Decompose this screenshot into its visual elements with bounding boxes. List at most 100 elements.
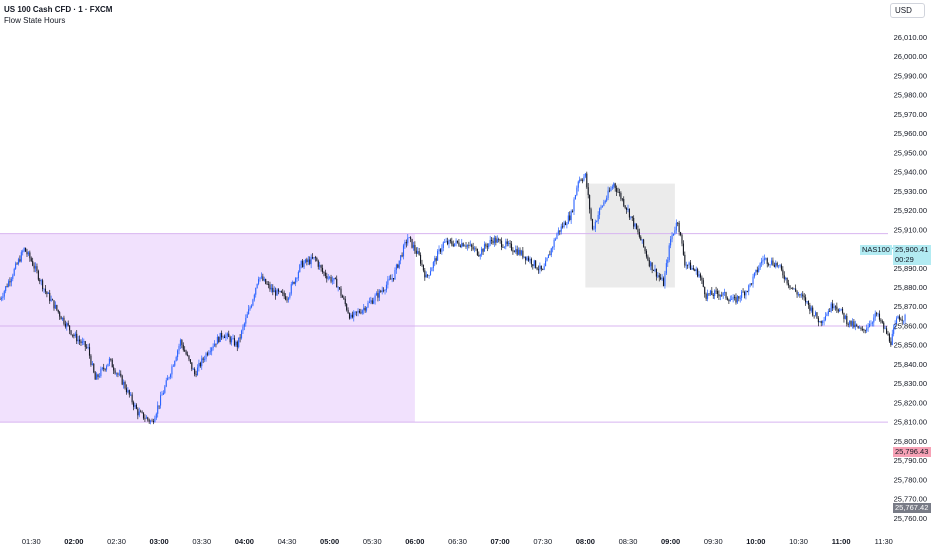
candle-body-76 — [107, 363, 109, 367]
candle-body-576 — [817, 318, 819, 323]
candle-body-363 — [515, 249, 517, 253]
candle-body-245 — [347, 309, 349, 314]
candle-body-509 — [722, 292, 724, 296]
x-tick-label: 10:00 — [746, 537, 765, 546]
candle-body-636 — [903, 320, 905, 322]
candle-body-296 — [420, 254, 422, 264]
candle-body-268 — [380, 290, 382, 292]
candle-body-474 — [672, 233, 675, 236]
candle-body-409 — [580, 179, 582, 181]
indicator-name[interactable]: Flow State Hours — [4, 16, 66, 25]
candle-body-134 — [189, 359, 191, 363]
candle-body-301 — [427, 274, 429, 276]
candle-body-620 — [880, 319, 882, 322]
candle-body-72 — [101, 367, 103, 370]
candle-body-370 — [525, 256, 527, 261]
candle-body-307 — [435, 258, 437, 261]
candle-body-479 — [680, 232, 682, 235]
candle-body-365 — [518, 249, 520, 255]
y-tick-label: 25,790.00 — [894, 456, 927, 465]
candle-body-149 — [211, 347, 213, 352]
candle-body-325 — [461, 243, 463, 247]
candle-body-263 — [373, 300, 375, 304]
candle-body-443 — [628, 208, 630, 218]
x-tick-label: 08:00 — [576, 537, 595, 546]
y-tick-label: 26,010.00 — [894, 33, 927, 42]
candle-body-565 — [802, 294, 804, 297]
candle-body-410 — [581, 180, 584, 182]
candle-body-501 — [711, 290, 713, 295]
candle-body-388 — [550, 248, 552, 256]
candle-body-626 — [888, 334, 890, 342]
symbol-title[interactable]: US 100 Cash CFD · 1 · FXCM — [4, 5, 113, 14]
candle-body-300 — [425, 274, 427, 278]
candle-body-446 — [633, 217, 635, 227]
candle-body-593 — [841, 308, 844, 313]
candle-body-293 — [415, 250, 417, 254]
candle-body-59 — [83, 341, 85, 343]
candle-body-533 — [756, 269, 758, 272]
candle-body-96 — [135, 404, 137, 409]
candle-body-138 — [195, 374, 197, 376]
candle-body-607 — [861, 329, 863, 330]
candle-body-348 — [493, 237, 495, 244]
candle-body-188 — [266, 283, 268, 285]
candle-body-80 — [113, 367, 115, 371]
candle-body-68 — [96, 374, 98, 380]
candle-body-512 — [726, 298, 728, 300]
candle-body-633 — [898, 316, 900, 320]
y-tick-label: 25,940.00 — [894, 168, 927, 177]
candle-body-306 — [434, 258, 436, 263]
candle-body-532 — [755, 269, 757, 273]
candle-body-466 — [661, 278, 663, 280]
candle-body-450 — [638, 231, 640, 237]
candle-body-37 — [52, 299, 54, 301]
candle-body-553 — [785, 277, 787, 280]
candle-body-419 — [594, 221, 596, 229]
candle-body-347 — [492, 240, 494, 244]
candle-body-437 — [620, 192, 622, 199]
candle-body-200 — [283, 292, 285, 297]
candle-body-198 — [280, 291, 282, 293]
candle-body-583 — [827, 311, 829, 315]
candle-body-337 — [478, 255, 480, 257]
candle-body-386 — [547, 254, 549, 258]
candle-body-436 — [618, 192, 621, 193]
candle-body-161 — [228, 333, 230, 338]
candle-body-403 — [572, 211, 574, 212]
candle-body-213 — [302, 260, 304, 268]
candle-body-492 — [698, 274, 700, 277]
candle-body-43 — [60, 316, 62, 320]
x-tick-label: 07:00 — [491, 537, 510, 546]
candle-body-522 — [741, 291, 743, 298]
candle-body-621 — [881, 321, 883, 323]
x-tick-label: 06:00 — [405, 537, 424, 546]
candle-body-580 — [823, 319, 825, 322]
candle-body-266 — [377, 293, 379, 298]
candle-body-87 — [123, 381, 125, 385]
candle-body-525 — [745, 291, 747, 296]
candle-body-496 — [704, 286, 706, 295]
candle-body-529 — [751, 283, 753, 285]
candle-body-242 — [343, 297, 345, 299]
candle-body-119 — [168, 377, 170, 379]
candle-body-359 — [509, 243, 511, 244]
candle-body-156 — [221, 332, 223, 338]
y-tick-label: 25,780.00 — [894, 475, 927, 484]
candle-body-550 — [780, 265, 782, 270]
candle-body-262 — [371, 300, 373, 304]
candle-body-424 — [601, 205, 603, 207]
candle-body-320 — [454, 243, 456, 247]
candle-body-331 — [469, 244, 471, 246]
candle-body-499 — [708, 293, 710, 295]
candle-body-62 — [87, 347, 89, 348]
candle-body-356 — [505, 241, 507, 247]
candle-body-103 — [145, 417, 147, 419]
currency-button[interactable]: USD — [890, 3, 925, 18]
y-tick-label: 25,920.00 — [894, 206, 927, 215]
candle-body-102 — [144, 418, 146, 420]
candle-body-381 — [540, 265, 542, 270]
candle-body-232 — [329, 276, 331, 278]
candle-body-275 — [390, 278, 392, 280]
